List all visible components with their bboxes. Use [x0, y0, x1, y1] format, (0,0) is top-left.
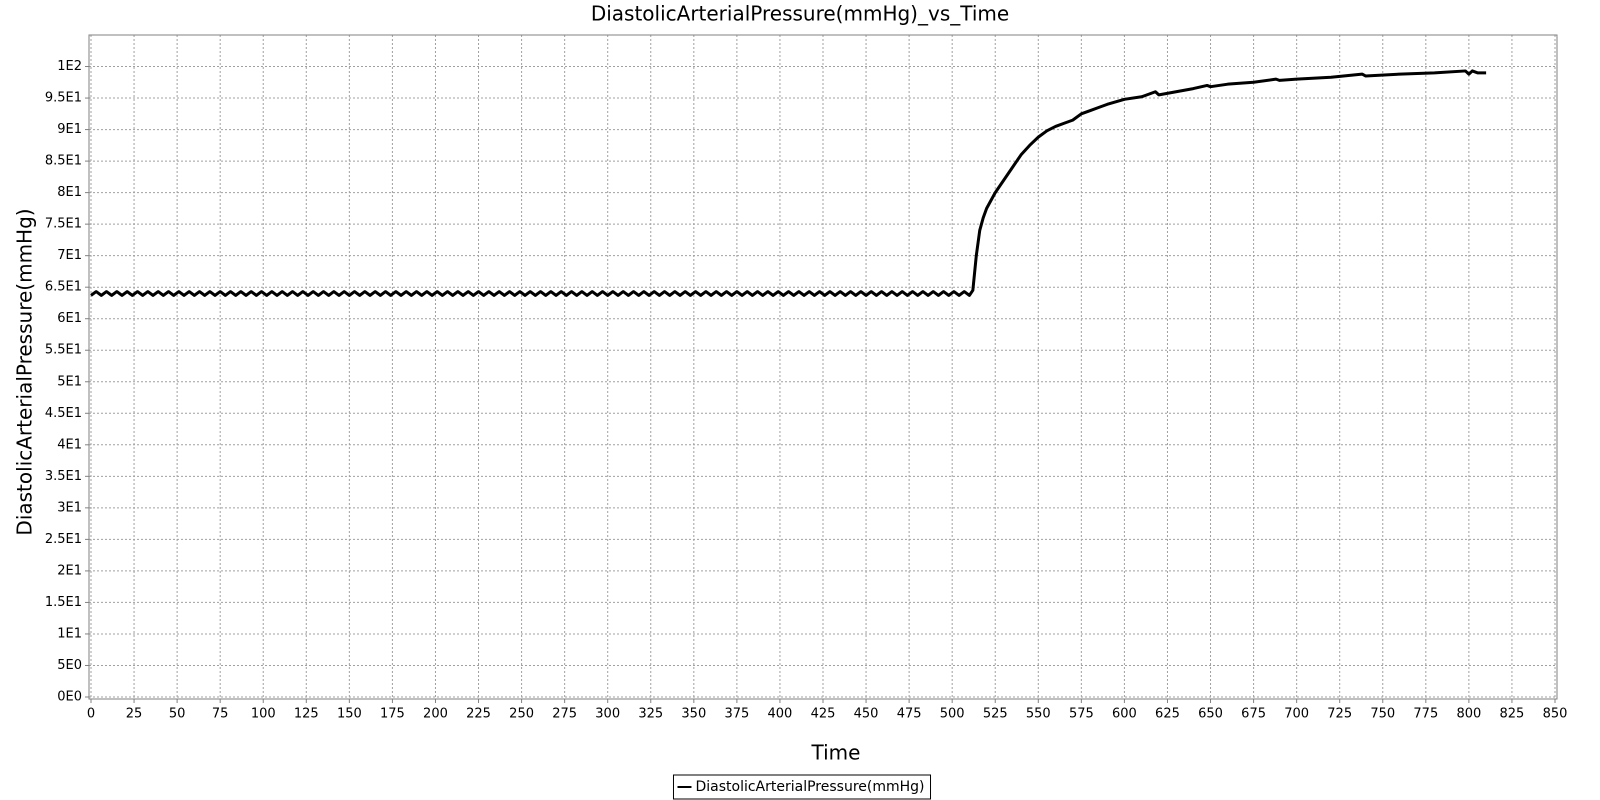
x-tick-label: 650: [1198, 707, 1223, 722]
legend-box: [672, 774, 932, 800]
x-tick-label: 475: [897, 707, 922, 722]
x-tick-label: 350: [681, 707, 706, 722]
x-tick-label: 525: [983, 707, 1008, 722]
x-tick-label: 200: [423, 707, 448, 722]
legend-label: DiastolicArterialPressure(mmHg): [695, 779, 924, 795]
x-tick-label: 225: [466, 707, 491, 722]
x-tick-label: 675: [1241, 707, 1266, 722]
x-tick-label: 25: [126, 707, 143, 722]
plot-frame: [88, 34, 1558, 700]
x-tick-label: 550: [1026, 707, 1051, 722]
y-tick-label: 1E2: [57, 59, 82, 74]
x-tick-label: 775: [1413, 707, 1438, 722]
x-tick-label: 125: [294, 707, 319, 722]
y-tick-label: 8E1: [57, 185, 82, 200]
x-tick-label: 750: [1370, 707, 1395, 722]
y-tick-label: 4.5E1: [45, 406, 82, 421]
x-tick-label: 150: [337, 707, 362, 722]
x-tick-label: 50: [169, 707, 186, 722]
y-tick-label: 6E1: [57, 311, 82, 326]
y-tick-label: 5E0: [57, 658, 82, 673]
x-tick-label: 275: [552, 707, 577, 722]
y-tick-label: 7.5E1: [45, 217, 82, 232]
x-axis-title: Time: [811, 741, 861, 765]
x-tick-label: 725: [1327, 707, 1352, 722]
x-tick-label: 375: [724, 707, 749, 722]
x-tick-label: 100: [251, 707, 276, 722]
x-tick-label: 700: [1284, 707, 1309, 722]
y-tick-label: 5.5E1: [45, 343, 82, 358]
x-tick-label: 0: [87, 707, 95, 722]
y-tick-label: 2E1: [57, 563, 82, 578]
x-tick-label: 250: [509, 707, 534, 722]
y-tick-label: 6.5E1: [45, 280, 82, 295]
data-line: [90, 69, 1487, 297]
y-tick-label: 7E1: [57, 248, 82, 263]
x-tick-label: 575: [1069, 707, 1094, 722]
x-tick-label: 450: [854, 707, 879, 722]
x-tick-label: 800: [1456, 707, 1481, 722]
y-tick-label: 0E0: [57, 690, 82, 705]
y-tick-label: 1.5E1: [45, 595, 82, 610]
y-tick-label: 4E1: [57, 437, 82, 452]
y-tick-label: 8.5E1: [45, 154, 82, 169]
x-tick-label: 500: [940, 707, 965, 722]
x-tick-label: 825: [1500, 707, 1525, 722]
x-tick-label: 850: [1543, 707, 1568, 722]
x-tick-label: 325: [638, 707, 663, 722]
x-tick-label: 75: [212, 707, 229, 722]
chart-title: DiastolicArterialPressure(mmHg)_vs_Time: [591, 2, 1009, 26]
x-tick-label: 600: [1112, 707, 1137, 722]
y-tick-label: 9E1: [57, 122, 82, 137]
x-tick-label: 175: [380, 707, 405, 722]
y-tick-label: 2.5E1: [45, 532, 82, 547]
x-tick-label: 625: [1155, 707, 1180, 722]
x-tick-label: 300: [595, 707, 620, 722]
y-tick-label: 5E1: [57, 374, 82, 389]
x-tick-label: 425: [811, 707, 836, 722]
y-tick-label: 9.5E1: [45, 91, 82, 106]
y-tick-label: 3.5E1: [45, 469, 82, 484]
y-tick-label: 1E1: [57, 626, 82, 641]
x-tick-label: 400: [768, 707, 793, 722]
y-axis-title: DiastolicArterialPressure(mmHg): [13, 208, 37, 535]
y-tick-label: 3E1: [57, 500, 82, 515]
